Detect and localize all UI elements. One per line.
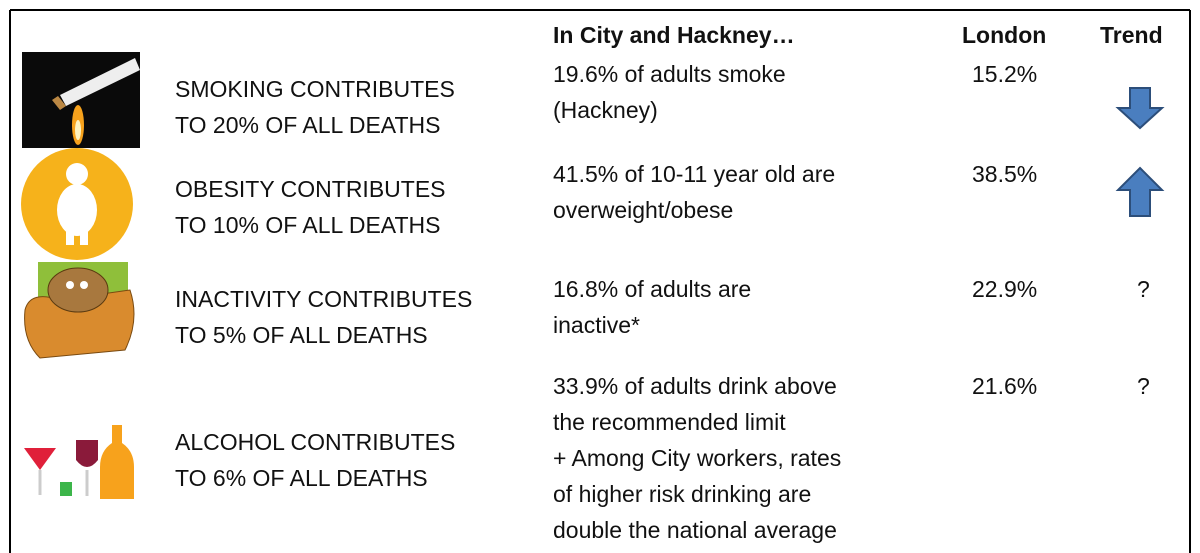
london-value: 21.6%	[972, 372, 1037, 400]
page: In City and Hackney… London Trend SMOKIN…	[0, 0, 1200, 553]
alcohol-icon	[24, 425, 134, 499]
row-label: TO 20% OF ALL DEATHS	[175, 111, 440, 139]
city-text: inactive*	[553, 311, 640, 339]
city-text: 33.9% of adults drink above	[553, 372, 837, 400]
row-label: TO 5% OF ALL DEATHS	[175, 321, 428, 349]
row-label: TO 6% OF ALL DEATHS	[175, 464, 428, 492]
trend-text: ?	[1137, 372, 1150, 400]
row-label: OBESITY CONTRIBUTES	[175, 175, 446, 203]
row-label: SMOKING CONTRIBUTES	[175, 75, 455, 103]
row-label: TO 10% OF ALL DEATHS	[175, 211, 440, 239]
city-text: 16.8% of adults are	[553, 275, 751, 303]
smoking-icon	[22, 52, 140, 148]
city-text: 41.5% of 10-11 year old are	[553, 160, 835, 188]
city-text: the recommended limit	[553, 408, 786, 436]
row-label: ALCOHOL CONTRIBUTES	[175, 428, 455, 456]
header-london: London	[962, 21, 1046, 49]
city-text: 19.6% of adults smoke	[553, 60, 786, 88]
trend-up-arrow	[1118, 168, 1162, 216]
trend-text: ?	[1137, 275, 1150, 303]
city-text: double the national average	[553, 516, 837, 544]
header-city: In City and Hackney…	[553, 21, 795, 49]
row-label: INACTIVITY CONTRIBUTES	[175, 285, 472, 313]
city-text: + Among City workers, rates	[553, 444, 841, 472]
london-value: 22.9%	[972, 275, 1037, 303]
city-text: of higher risk drinking are	[553, 480, 811, 508]
london-value: 38.5%	[972, 160, 1037, 188]
city-text: (Hackney)	[553, 96, 658, 124]
london-value: 15.2%	[972, 60, 1037, 88]
inactivity-icon	[25, 262, 134, 358]
city-text: overweight/obese	[553, 196, 733, 224]
header-trend: Trend	[1100, 21, 1163, 49]
trend-down-arrow	[1118, 88, 1162, 128]
obesity-icon	[21, 148, 133, 260]
